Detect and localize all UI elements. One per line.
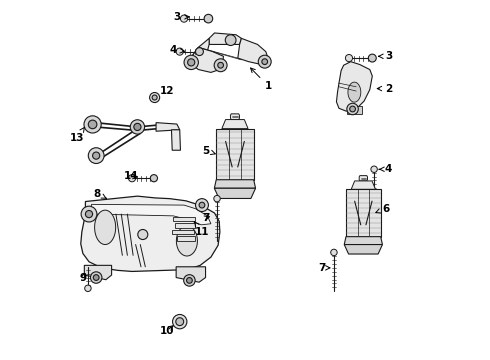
- Circle shape: [196, 48, 203, 55]
- Circle shape: [184, 55, 198, 69]
- Polygon shape: [156, 123, 180, 131]
- Circle shape: [172, 315, 187, 329]
- Polygon shape: [190, 39, 209, 65]
- Polygon shape: [176, 267, 205, 282]
- Circle shape: [88, 148, 104, 163]
- Circle shape: [93, 152, 100, 159]
- Circle shape: [81, 206, 97, 222]
- Circle shape: [199, 202, 205, 208]
- Text: 4: 4: [379, 164, 392, 174]
- Circle shape: [152, 95, 157, 100]
- Polygon shape: [214, 188, 256, 198]
- Circle shape: [184, 275, 195, 286]
- Circle shape: [138, 229, 148, 239]
- Text: 6: 6: [376, 204, 389, 214]
- Text: 1: 1: [250, 68, 272, 91]
- Circle shape: [187, 278, 192, 283]
- Circle shape: [150, 175, 157, 182]
- Circle shape: [214, 59, 227, 72]
- Circle shape: [347, 103, 358, 115]
- Polygon shape: [351, 181, 375, 189]
- Circle shape: [180, 15, 188, 22]
- Polygon shape: [175, 224, 195, 228]
- Circle shape: [88, 120, 97, 129]
- Circle shape: [130, 120, 145, 134]
- Circle shape: [85, 211, 93, 218]
- Text: 13: 13: [70, 127, 84, 143]
- Circle shape: [128, 175, 136, 182]
- Text: 8: 8: [94, 189, 106, 199]
- Polygon shape: [347, 107, 362, 114]
- Text: 14: 14: [123, 171, 138, 181]
- Text: 11: 11: [195, 222, 209, 237]
- Polygon shape: [209, 33, 242, 44]
- Polygon shape: [348, 82, 361, 102]
- Polygon shape: [84, 265, 112, 280]
- Polygon shape: [344, 244, 382, 254]
- Text: 3: 3: [379, 51, 392, 61]
- Polygon shape: [344, 237, 382, 244]
- Circle shape: [368, 54, 376, 62]
- Polygon shape: [216, 129, 254, 180]
- Text: 4: 4: [170, 45, 185, 55]
- Circle shape: [371, 166, 377, 172]
- Text: 12: 12: [160, 86, 174, 96]
- Circle shape: [176, 318, 184, 325]
- Text: 3: 3: [173, 12, 189, 22]
- Text: 2: 2: [377, 84, 392, 94]
- Text: 9: 9: [79, 273, 86, 283]
- Circle shape: [149, 93, 160, 103]
- Polygon shape: [172, 230, 194, 234]
- Circle shape: [204, 14, 213, 23]
- Polygon shape: [337, 62, 372, 111]
- Circle shape: [176, 48, 183, 55]
- Circle shape: [258, 55, 271, 68]
- Circle shape: [93, 275, 99, 280]
- Circle shape: [218, 62, 223, 68]
- Polygon shape: [92, 204, 211, 225]
- Circle shape: [85, 285, 91, 292]
- Text: 10: 10: [160, 325, 174, 336]
- Text: 7: 7: [202, 213, 210, 222]
- Circle shape: [84, 116, 101, 133]
- Polygon shape: [222, 120, 248, 129]
- Polygon shape: [173, 217, 195, 221]
- Polygon shape: [95, 210, 116, 244]
- Circle shape: [196, 199, 208, 212]
- Polygon shape: [176, 236, 195, 240]
- Circle shape: [91, 272, 102, 283]
- Polygon shape: [190, 47, 223, 72]
- Polygon shape: [359, 176, 368, 181]
- Text: 7: 7: [318, 263, 330, 273]
- Polygon shape: [176, 226, 197, 256]
- Polygon shape: [214, 180, 256, 188]
- Polygon shape: [346, 189, 381, 237]
- Circle shape: [134, 123, 141, 131]
- Circle shape: [214, 195, 220, 202]
- Polygon shape: [230, 114, 240, 120]
- Text: 5: 5: [202, 145, 215, 156]
- Circle shape: [188, 59, 195, 66]
- Polygon shape: [81, 196, 220, 271]
- Circle shape: [350, 106, 355, 112]
- Circle shape: [225, 35, 236, 45]
- Circle shape: [262, 59, 268, 64]
- Circle shape: [331, 249, 337, 256]
- Polygon shape: [238, 39, 269, 65]
- Circle shape: [345, 54, 353, 62]
- Polygon shape: [172, 130, 180, 150]
